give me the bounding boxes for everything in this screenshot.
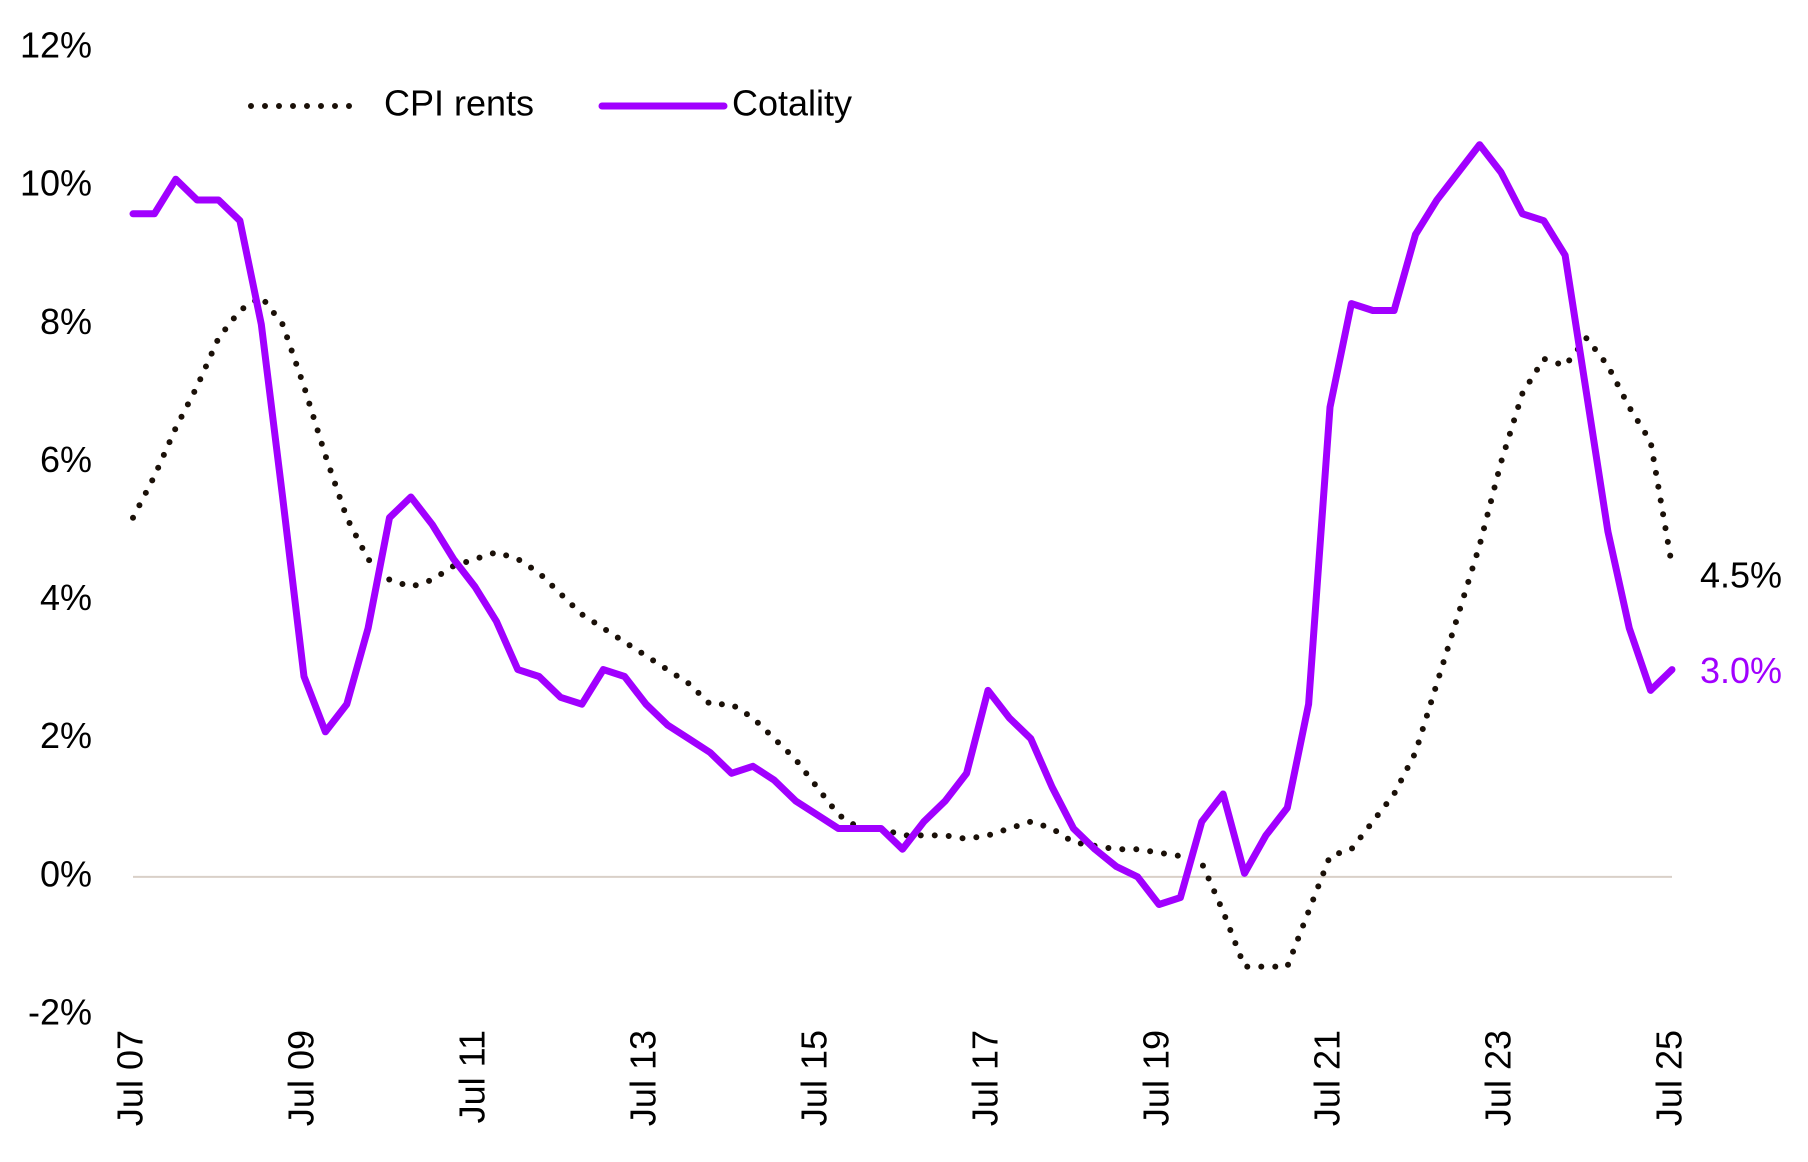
series-line xyxy=(129,141,1676,908)
y-tick-label: 6% xyxy=(40,439,92,480)
x-tick-label: Jul 17 xyxy=(965,1030,1006,1126)
y-tick-label: 12% xyxy=(20,25,92,66)
x-tick-label: Jul 13 xyxy=(623,1030,664,1126)
x-tick-label: Jul 07 xyxy=(110,1030,151,1126)
end-label: 4.5% xyxy=(1700,555,1782,596)
legend-label: CPI rents xyxy=(384,83,534,124)
y-tick-label: 8% xyxy=(40,301,92,342)
y-tick-label: -2% xyxy=(28,992,92,1033)
end-label: 3.0% xyxy=(1700,650,1782,691)
series-line xyxy=(130,293,1675,970)
legend-label: Cotality xyxy=(732,83,852,124)
y-tick-label: 2% xyxy=(40,715,92,756)
x-tick-label: Jul 11 xyxy=(452,1030,493,1123)
y-tick-label: 10% xyxy=(20,163,92,204)
x-tick-label: Jul 21 xyxy=(1307,1030,1348,1126)
x-tick-label: Jul 19 xyxy=(1136,1030,1177,1126)
x-tick-label: Jul 09 xyxy=(281,1030,322,1126)
x-tick-label: Jul 25 xyxy=(1649,1030,1690,1126)
x-tick-label: Jul 23 xyxy=(1478,1030,1519,1126)
y-tick-label: 0% xyxy=(40,853,92,894)
x-tick-label: Jul 15 xyxy=(794,1030,835,1126)
y-tick-label: 4% xyxy=(40,577,92,618)
